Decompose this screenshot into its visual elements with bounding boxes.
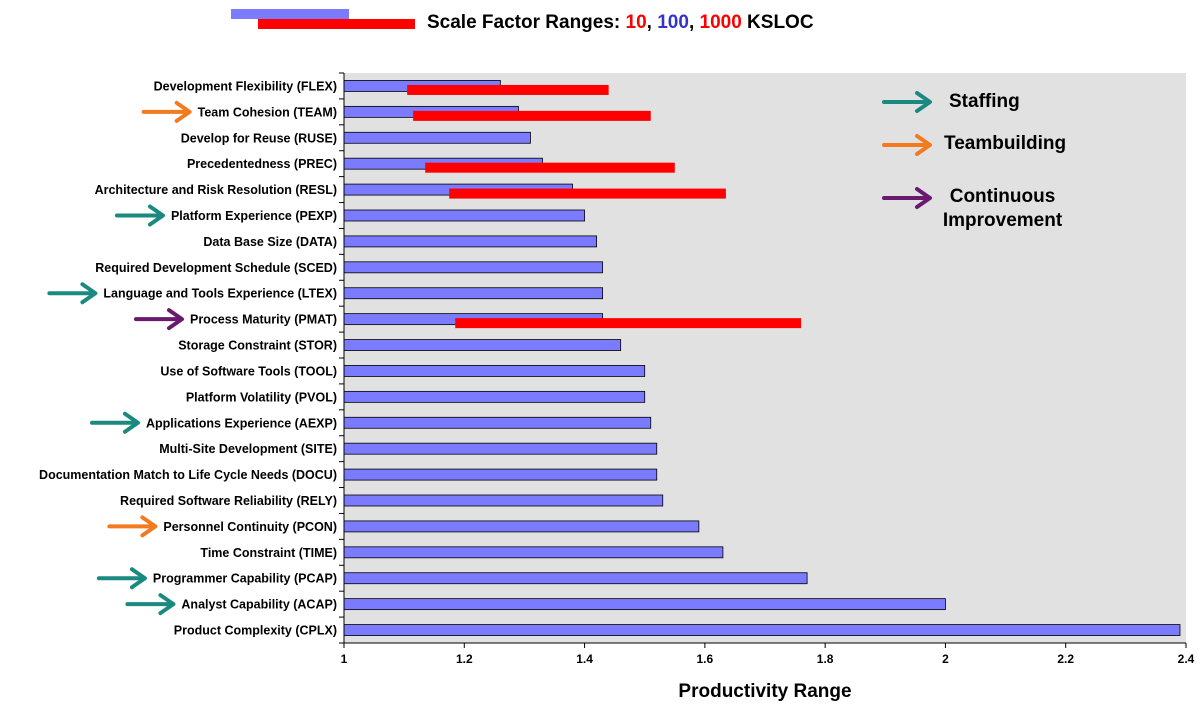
legend-sep-2: ,	[688, 12, 700, 33]
bar-analyst-capability-acap	[343, 598, 946, 611]
legend-arrow-teambuilding-head	[915, 134, 932, 156]
scale-factor-ranges-group	[407, 84, 802, 329]
category-label-process-maturity-pmat: Process Maturity (PMAT)	[190, 313, 337, 327]
category-label-team-cohesion-team: Team Cohesion (TEAM)	[198, 105, 337, 119]
bar-programmer-capability-pcap	[343, 572, 808, 585]
bar-storage-constraint-stor	[343, 339, 622, 351]
arrow-personnel-continuity-pcon-head	[140, 515, 158, 538]
x-tick-label-2-2: 2.2	[1057, 652, 1074, 666]
category-label-multi-site-development-site: Multi-Site Development (SITE)	[159, 442, 337, 456]
category-label-documentation-match-to-life-cycle-needs-docu: Documentation Match to Life Cycle Needs …	[39, 468, 337, 482]
x-tick-label-1-4: 1.4	[576, 652, 593, 666]
arrow-analyst-capability-acap-head	[158, 593, 176, 616]
bar-required-software-reliability-rely	[343, 494, 664, 507]
x-axis-label: Productivity Range	[678, 681, 852, 702]
legend-arrow-continuous-improvement-head	[915, 187, 932, 209]
annotation-teambuilding: Teambuilding	[944, 133, 1067, 154]
arrow-platform-experience-pexp-head	[147, 204, 165, 227]
bar-language-and-tools-experience-ltex	[343, 287, 604, 300]
bar-multi-site-development-site	[343, 442, 658, 455]
category-label-platform-experience-pexp: Platform Experience (PEXP)	[171, 209, 337, 223]
legend-value-10: 10	[625, 12, 647, 33]
category-label-language-and-tools-experience-ltex: Language and Tools Experience (LTEX)	[103, 287, 337, 301]
scale-range-architecture-and-risk-resolution-resl	[449, 188, 726, 199]
bar-documentation-match-to-life-cycle-needs-docu	[343, 468, 658, 481]
category-label-time-constraint-time: Time Constraint (TIME)	[200, 546, 337, 560]
category-label-storage-constraint-stor: Storage Constraint (STOR)	[178, 339, 337, 353]
arrow-process-maturity-pmat-head	[166, 308, 184, 331]
legend-value-1000: 1000	[699, 12, 742, 33]
category-label-development-flexibility-flex: Development Flexibility (FLEX)	[154, 79, 337, 93]
legend-title: Scale Factor Ranges: 10, 100, 1000 KSLOC	[427, 12, 814, 34]
scale-range-team-cohesion-team	[413, 110, 651, 121]
bar-time-constraint-time	[343, 546, 724, 559]
bar-platform-experience-pexp	[343, 209, 585, 222]
legend-arrow-staffing-head	[915, 91, 932, 113]
x-tick-label-1-6: 1.6	[697, 652, 714, 666]
category-label-applications-experience-aexp: Applications Experience (AEXP)	[146, 416, 337, 430]
bar-required-development-schedule-sced	[343, 261, 604, 274]
category-label-use-of-software-tools-tool: Use of Software Tools (TOOL)	[160, 364, 337, 378]
arrow-applications-experience-aexp-head	[122, 411, 140, 434]
legend-red-bar	[258, 19, 415, 29]
scale-range-precedentedness-prec	[425, 162, 675, 173]
bar-use-of-software-tools-tool	[343, 365, 646, 377]
legend-blue-bar	[231, 9, 349, 19]
x-tick-label-1-8: 1.8	[817, 652, 834, 666]
category-label-required-development-schedule-sced: Required Development Schedule (SCED)	[95, 261, 337, 275]
legend-sep-1: ,	[646, 12, 658, 33]
category-label-data-base-size-data: Data Base Size (DATA)	[203, 235, 337, 249]
bar-applications-experience-aexp	[343, 416, 652, 429]
x-tick-label-1: 1	[341, 652, 348, 666]
scale-range-development-flexibility-flex	[407, 84, 609, 95]
arrow-programmer-capability-pcap-head	[129, 567, 147, 590]
x-tick-label-2-4: 2.4	[1178, 652, 1195, 666]
category-label-architecture-and-risk-resolution-resl: Architecture and Risk Resolution (RESL)	[95, 183, 337, 197]
bar-platform-volatility-pvol	[343, 390, 646, 403]
x-tick-label-2: 2	[942, 652, 949, 666]
bar-product-complexity-cplx	[343, 624, 1181, 636]
axes-group: 1 1.2 1.4 1.6 1.8 2 2.2 2.4	[339, 72, 1195, 666]
category-label-analyst-capability-acap: Analyst Capability (ACAP)	[181, 598, 337, 612]
legend-prefix: Scale Factor Ranges:	[427, 12, 626, 33]
bar-develop-for-reuse-ruse	[343, 131, 531, 144]
annotation-continuous-improvement: Continuous Improvement	[942, 186, 1063, 231]
category-label-precedentedness-prec: Precedentedness (PREC)	[187, 157, 337, 171]
bar-data-base-size-data	[343, 235, 598, 248]
category-labels-group: Development Flexibility (FLEX) Team Cohes…	[39, 79, 337, 637]
legend-value-100: 100	[657, 12, 689, 33]
annotation-staffing: Staffing	[949, 91, 1020, 112]
category-label-personnel-continuity-pcon: Personnel Continuity (PCON)	[163, 520, 337, 534]
category-label-product-complexity-cplx: Product Complexity (CPLX)	[174, 624, 337, 638]
bar-personnel-continuity-pcon	[343, 520, 700, 533]
x-tick-label-1-2: 1.2	[456, 652, 473, 666]
arrows-group	[47, 100, 192, 616]
arrow-language-and-tools-experience-ltex-head	[80, 282, 98, 305]
legend-unit: KSLOC	[741, 12, 814, 33]
category-label-develop-for-reuse-ruse: Develop for Reuse (RUSE)	[181, 131, 337, 145]
annotation-arrows-group	[882, 91, 932, 209]
category-label-programmer-capability-pcap: Programmer Capability (PCAP)	[153, 572, 337, 586]
arrow-team-cohesion-team-head	[174, 100, 192, 123]
category-label-platform-volatility-pvol: Platform Volatility (PVOL)	[186, 390, 337, 404]
category-label-required-software-reliability-rely: Required Software Reliability (RELY)	[120, 494, 337, 508]
scale-range-process-maturity-pmat	[455, 318, 802, 329]
